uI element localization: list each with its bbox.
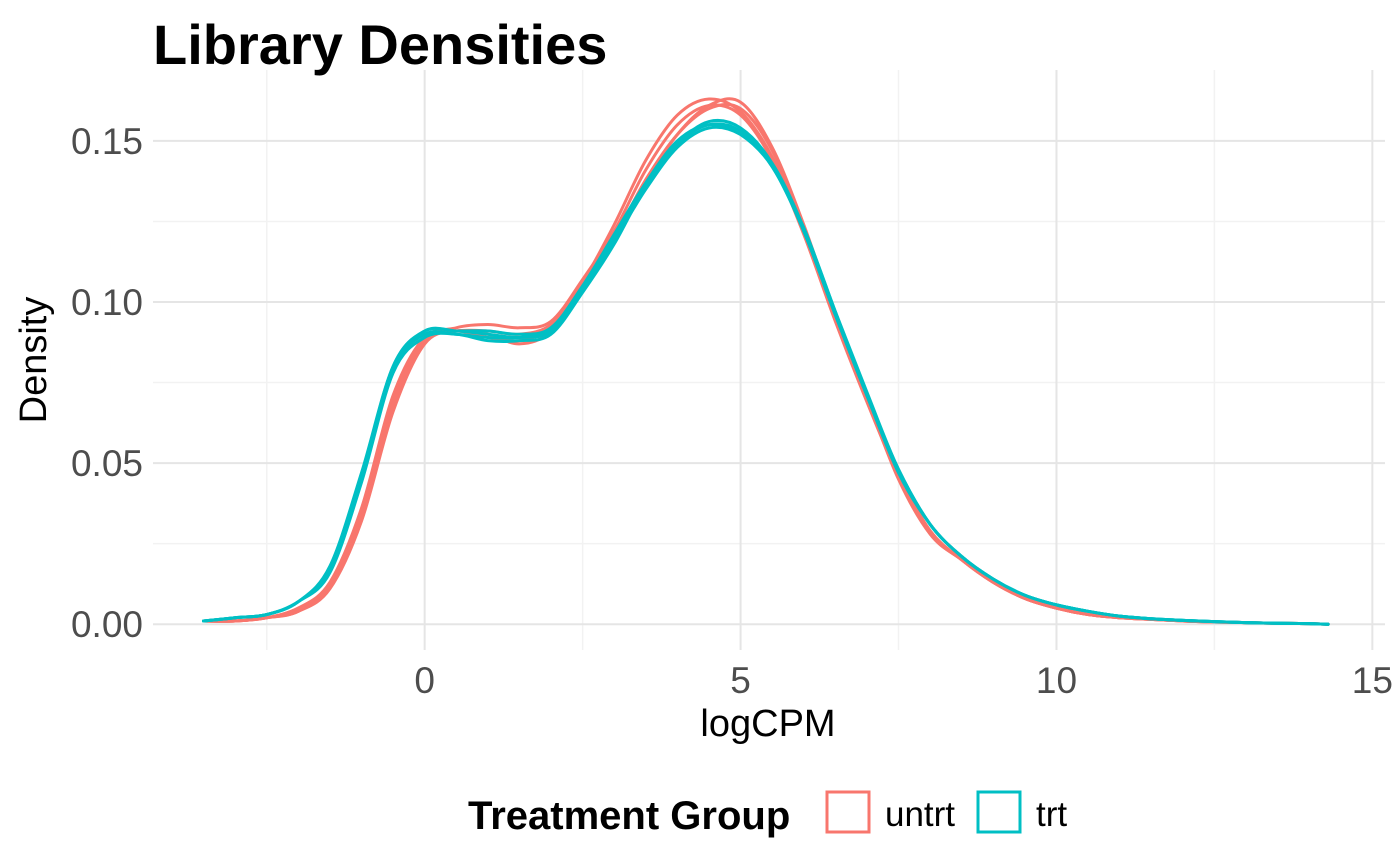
density-line-untrt-4 (202, 97, 1330, 626)
x-tick-labels: 0 5 10 15 (414, 660, 1393, 701)
x-tick-label: 10 (1036, 660, 1077, 701)
legend-label-untrt: untrt (885, 795, 955, 834)
legend-title: Treatment Group (468, 794, 790, 838)
x-tick-label: 5 (730, 660, 751, 701)
y-tick-label: 0.00 (71, 604, 143, 645)
density-line-trt-7 (202, 118, 1330, 626)
grid (153, 70, 1385, 650)
density-line-trt-5 (202, 125, 1330, 626)
series-lines (202, 97, 1330, 626)
density-line-untrt-1 (202, 97, 1330, 626)
density-line-trt-8 (202, 122, 1330, 626)
y-tick-labels: 0.00 0.05 0.10 0.15 (71, 121, 143, 645)
y-tick-label: 0.05 (71, 443, 143, 484)
legend-key-trt (976, 790, 1022, 834)
density-line-untrt-3 (202, 102, 1330, 626)
chart-title: Library Densities (153, 13, 607, 76)
x-tick-label: 0 (414, 660, 435, 701)
density-line-untrt-2 (202, 103, 1330, 626)
y-axis-title: Density (13, 297, 55, 424)
legend-key-untrt (825, 790, 871, 834)
x-axis-title: logCPM (700, 703, 835, 745)
y-tick-label: 0.10 (71, 282, 143, 323)
x-tick-label: 15 (1352, 660, 1393, 701)
density-line-trt-6 (202, 123, 1330, 626)
y-tick-label: 0.15 (71, 121, 143, 162)
legend-label-trt: trt (1036, 795, 1067, 834)
legend: Treatment Group untrt trt (468, 790, 1067, 838)
